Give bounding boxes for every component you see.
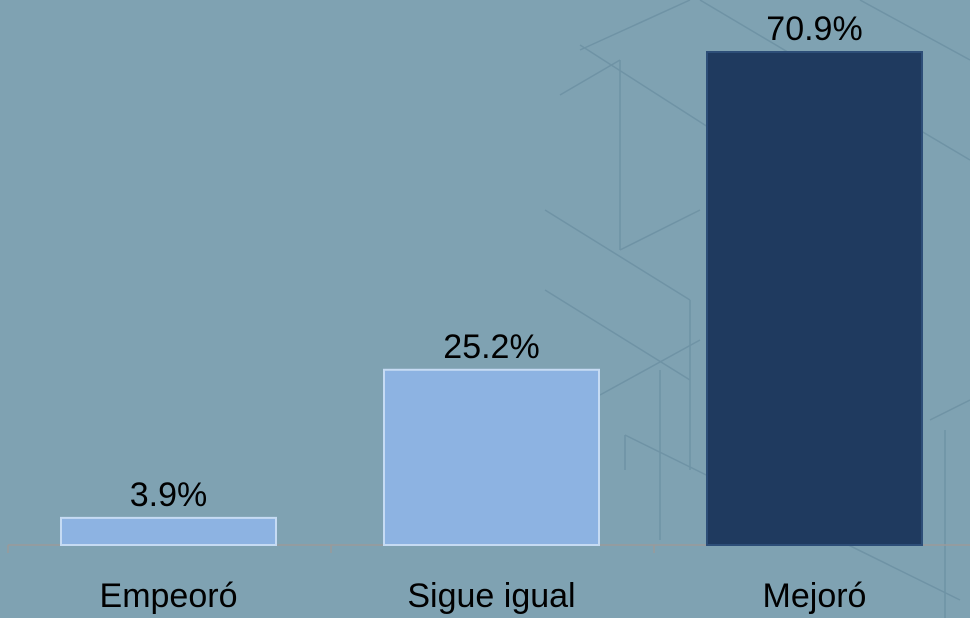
bar [60,516,277,547]
x-tick-label: Empeoró [100,577,238,615]
x-tick-label: Sigue igual [407,577,575,615]
x-tick-label: Mejoró [763,577,867,615]
value-label: 25.2% [443,328,539,366]
value-label: 3.9% [130,476,208,514]
bar [383,368,600,546]
value-label: 70.9% [766,10,862,48]
bar [706,51,923,546]
